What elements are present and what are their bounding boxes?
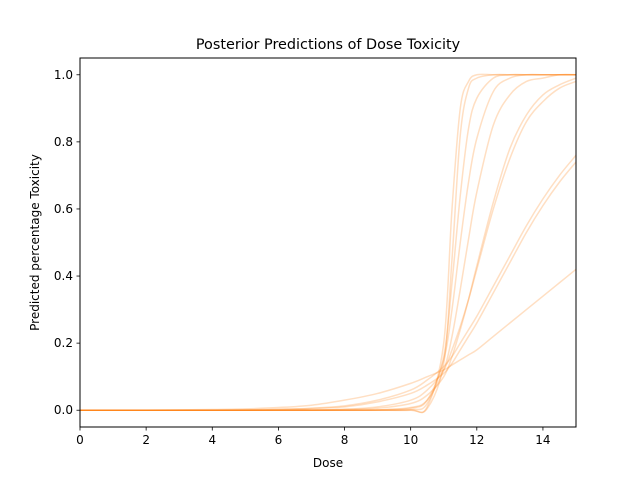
- x-tick-label: 2: [142, 433, 150, 447]
- x-tick-label: 10: [403, 433, 418, 447]
- x-tick-label: 0: [76, 433, 84, 447]
- series-line-5: [80, 154, 576, 412]
- series-line-4: [80, 80, 576, 412]
- y-tick-label: 0.6: [54, 202, 73, 216]
- y-axis-ticks: 0.0 0.2 0.4 0.6 0.8 1.0: [54, 68, 80, 417]
- series-line-1: [80, 73, 576, 414]
- y-tick-label: 0.8: [54, 135, 73, 149]
- series-line-3: [80, 73, 576, 412]
- y-tick-label: 0.4: [54, 269, 73, 283]
- series-lines: [80, 73, 576, 414]
- x-tick-label: 12: [469, 433, 484, 447]
- series-line-10: [80, 73, 576, 414]
- x-tick-label: 14: [535, 433, 550, 447]
- series-line-6: [80, 268, 576, 412]
- plot-area-frame: [79, 57, 577, 428]
- series-line-2: [80, 73, 576, 412]
- x-tick-label: 6: [275, 433, 283, 447]
- series-line-8: [80, 77, 576, 412]
- y-tick-label: 0.2: [54, 336, 73, 350]
- series-line-7: [80, 73, 576, 412]
- y-tick-label: 0.0: [54, 403, 73, 417]
- x-axis-ticks: 0 2 4 6 8 10 12 14: [76, 427, 551, 447]
- chart-title: Posterior Predictions of Dose Toxicity: [196, 37, 461, 53]
- y-axis-label: Predicted percentage Toxicity: [28, 154, 42, 331]
- series-line-9: [80, 161, 576, 412]
- x-tick-label: 8: [341, 433, 349, 447]
- x-axis-label: Dose: [313, 456, 343, 470]
- y-tick-label: 1.0: [54, 68, 73, 82]
- x-tick-label: 4: [208, 433, 216, 447]
